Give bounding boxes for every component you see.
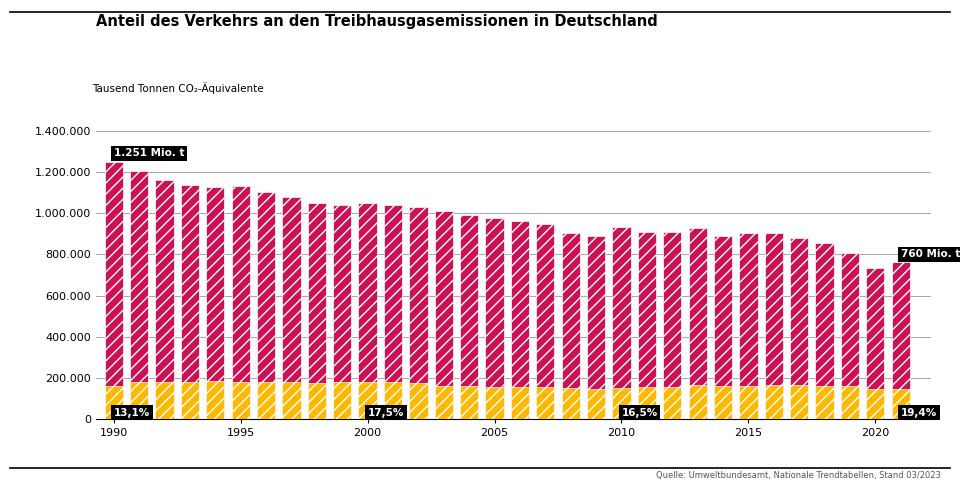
Bar — [511, 221, 529, 419]
Bar — [562, 233, 580, 419]
Bar — [866, 268, 884, 419]
Bar — [765, 385, 783, 419]
Bar — [637, 232, 656, 419]
Bar — [892, 262, 910, 419]
Bar — [180, 185, 199, 419]
Bar — [409, 383, 427, 419]
Bar — [612, 228, 631, 419]
Bar — [308, 383, 326, 419]
Bar — [537, 224, 555, 419]
Bar — [587, 388, 605, 419]
Text: 1.251 Mio. t: 1.251 Mio. t — [114, 148, 184, 159]
Bar — [663, 232, 682, 419]
Bar — [460, 214, 478, 419]
Bar — [663, 387, 682, 419]
Text: Anteil des Verkehrs an den Treibhausgasemissionen in Deutschland: Anteil des Verkehrs an den Treibhausgase… — [96, 14, 658, 29]
Bar — [180, 382, 199, 419]
Bar — [739, 233, 757, 419]
Bar — [714, 236, 732, 419]
Bar — [790, 239, 808, 419]
Bar — [688, 228, 707, 419]
Bar — [105, 386, 123, 419]
Bar — [435, 211, 453, 419]
Bar — [739, 386, 757, 419]
Bar — [537, 387, 555, 419]
Bar — [637, 387, 656, 419]
Bar — [409, 207, 427, 419]
Bar — [562, 388, 580, 419]
Bar — [206, 381, 225, 419]
Bar — [206, 187, 225, 419]
Bar — [358, 203, 376, 419]
Bar — [257, 382, 276, 419]
Bar — [866, 389, 884, 419]
Bar — [892, 389, 910, 419]
Bar — [486, 217, 504, 419]
Bar — [460, 387, 478, 419]
Bar — [282, 382, 300, 419]
Bar — [308, 203, 326, 419]
Bar — [231, 186, 250, 419]
Text: Tausend Tonnen CO₂-Äquivalente: Tausend Tonnen CO₂-Äquivalente — [92, 81, 263, 94]
Bar — [612, 388, 631, 419]
Bar — [714, 386, 732, 419]
Bar — [257, 192, 276, 419]
Bar — [333, 204, 351, 419]
Bar — [486, 387, 504, 419]
Bar — [333, 382, 351, 419]
Legend: Anteil Verkehrsemissionen, Gesamtemissionen: Anteil Verkehrsemissionen, Gesamtemissio… — [342, 479, 685, 482]
Bar — [765, 233, 783, 419]
Text: 17,5%: 17,5% — [368, 408, 404, 418]
Bar — [231, 382, 250, 419]
Bar — [815, 243, 833, 419]
Bar — [358, 382, 376, 419]
Bar — [384, 205, 402, 419]
Text: 13,1%: 13,1% — [114, 408, 150, 418]
Text: 760 Mio. t: 760 Mio. t — [900, 249, 960, 259]
Bar — [688, 385, 707, 419]
Bar — [130, 382, 148, 419]
Bar — [282, 197, 300, 419]
Bar — [841, 386, 859, 419]
Bar — [130, 171, 148, 419]
Bar — [790, 385, 808, 419]
Text: Quelle: Umweltbundesamt, Nationale Trendtabellen, Stand 03/2023: Quelle: Umweltbundesamt, Nationale Trend… — [656, 470, 941, 480]
Bar — [105, 161, 123, 419]
Bar — [587, 236, 605, 419]
Bar — [384, 382, 402, 419]
Bar — [841, 254, 859, 419]
Text: 19,4%: 19,4% — [900, 408, 937, 418]
Bar — [815, 386, 833, 419]
Bar — [156, 180, 174, 419]
Bar — [511, 387, 529, 419]
Bar — [156, 382, 174, 419]
Bar — [435, 386, 453, 419]
Text: 16,5%: 16,5% — [621, 408, 658, 418]
